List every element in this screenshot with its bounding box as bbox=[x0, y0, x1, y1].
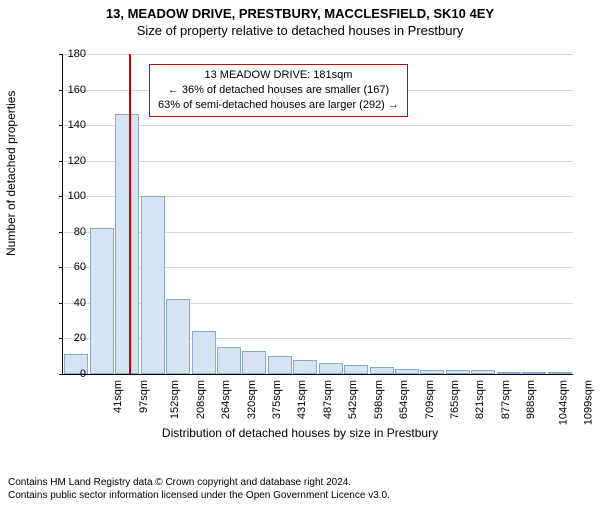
y-tick-label: 100 bbox=[56, 190, 86, 202]
grid-line bbox=[63, 232, 573, 233]
x-tick-label: 487sqm bbox=[322, 380, 334, 419]
annotation-line: ← 36% of detached houses are smaller (16… bbox=[158, 83, 399, 98]
x-tick-label: 208sqm bbox=[195, 380, 207, 419]
grid-line bbox=[63, 267, 573, 268]
y-axis-label: Number of detached properties bbox=[4, 91, 18, 256]
x-axis-label: Distribution of detached houses by size … bbox=[0, 426, 600, 440]
footer-line-1: Contains HM Land Registry data © Crown c… bbox=[8, 477, 390, 490]
histogram-bar bbox=[217, 347, 241, 374]
x-tick-label: 542sqm bbox=[347, 380, 359, 419]
x-tick-label: 375sqm bbox=[271, 380, 283, 419]
x-tick-label: 320sqm bbox=[246, 380, 258, 419]
page-title-address: 13, MEADOW DRIVE, PRESTBURY, MACCLESFIEL… bbox=[0, 6, 600, 21]
x-tick-label: 1044sqm bbox=[557, 380, 569, 425]
y-tick-label: 140 bbox=[56, 119, 86, 131]
grid-line bbox=[63, 161, 573, 162]
histogram-bar bbox=[166, 299, 190, 374]
reference-line bbox=[129, 54, 131, 374]
x-tick-label: 97sqm bbox=[138, 380, 150, 413]
y-tick-label: 20 bbox=[56, 332, 86, 344]
footer-attribution: Contains HM Land Registry data © Crown c… bbox=[8, 477, 390, 502]
plot-area: 13 MEADOW DRIVE: 181sqm← 36% of detached… bbox=[62, 54, 573, 375]
x-tick-label: 988sqm bbox=[525, 380, 537, 419]
grid-line bbox=[63, 196, 573, 197]
histogram-bar bbox=[115, 114, 139, 374]
y-tick-label: 180 bbox=[56, 48, 86, 60]
histogram-bar bbox=[192, 331, 216, 374]
histogram-bar bbox=[471, 370, 495, 374]
histogram-bar bbox=[370, 367, 394, 374]
histogram-bar bbox=[319, 363, 343, 374]
x-tick-label: 598sqm bbox=[373, 380, 385, 419]
grid-line bbox=[63, 54, 573, 55]
y-tick-label: 40 bbox=[56, 297, 86, 309]
grid-line bbox=[63, 303, 573, 304]
x-tick-label: 431sqm bbox=[297, 380, 309, 419]
annotation-box: 13 MEADOW DRIVE: 181sqm← 36% of detached… bbox=[149, 64, 408, 117]
histogram-bar bbox=[446, 370, 470, 374]
y-tick-label: 160 bbox=[56, 84, 86, 96]
y-tick-label: 80 bbox=[56, 226, 86, 238]
histogram-bar bbox=[242, 351, 266, 374]
x-tick-label: 152sqm bbox=[169, 380, 181, 419]
histogram-bar bbox=[90, 228, 114, 374]
histogram-bar bbox=[344, 365, 368, 374]
histogram-bar bbox=[293, 360, 317, 374]
x-tick-label: 654sqm bbox=[398, 380, 410, 419]
histogram-bar bbox=[522, 372, 546, 374]
histogram-bar bbox=[268, 356, 292, 374]
page-title-sub: Size of property relative to detached ho… bbox=[0, 23, 600, 38]
histogram-bar bbox=[141, 196, 165, 374]
grid-line bbox=[63, 125, 573, 126]
x-tick-label: 709sqm bbox=[424, 380, 436, 419]
x-tick-label: 264sqm bbox=[220, 380, 232, 419]
histogram-bar bbox=[497, 372, 521, 374]
x-tick-label: 765sqm bbox=[449, 380, 461, 419]
grid-line bbox=[63, 338, 573, 339]
footer-line-2: Contains public sector information licen… bbox=[8, 490, 390, 503]
histogram-bar bbox=[548, 372, 572, 374]
x-tick-label: 821sqm bbox=[475, 380, 487, 419]
annotation-line: 13 MEADOW DRIVE: 181sqm bbox=[158, 68, 399, 83]
y-tick-label: 0 bbox=[56, 368, 86, 380]
x-tick-label: 877sqm bbox=[500, 380, 512, 419]
x-tick-label: 41sqm bbox=[112, 380, 124, 413]
annotation-line: 63% of semi-detached houses are larger (… bbox=[158, 98, 399, 113]
histogram-bar bbox=[420, 370, 444, 374]
y-tick-label: 120 bbox=[56, 155, 86, 167]
x-tick-label: 1099sqm bbox=[582, 380, 594, 425]
y-tick-label: 60 bbox=[56, 261, 86, 273]
histogram-bar bbox=[395, 369, 419, 374]
